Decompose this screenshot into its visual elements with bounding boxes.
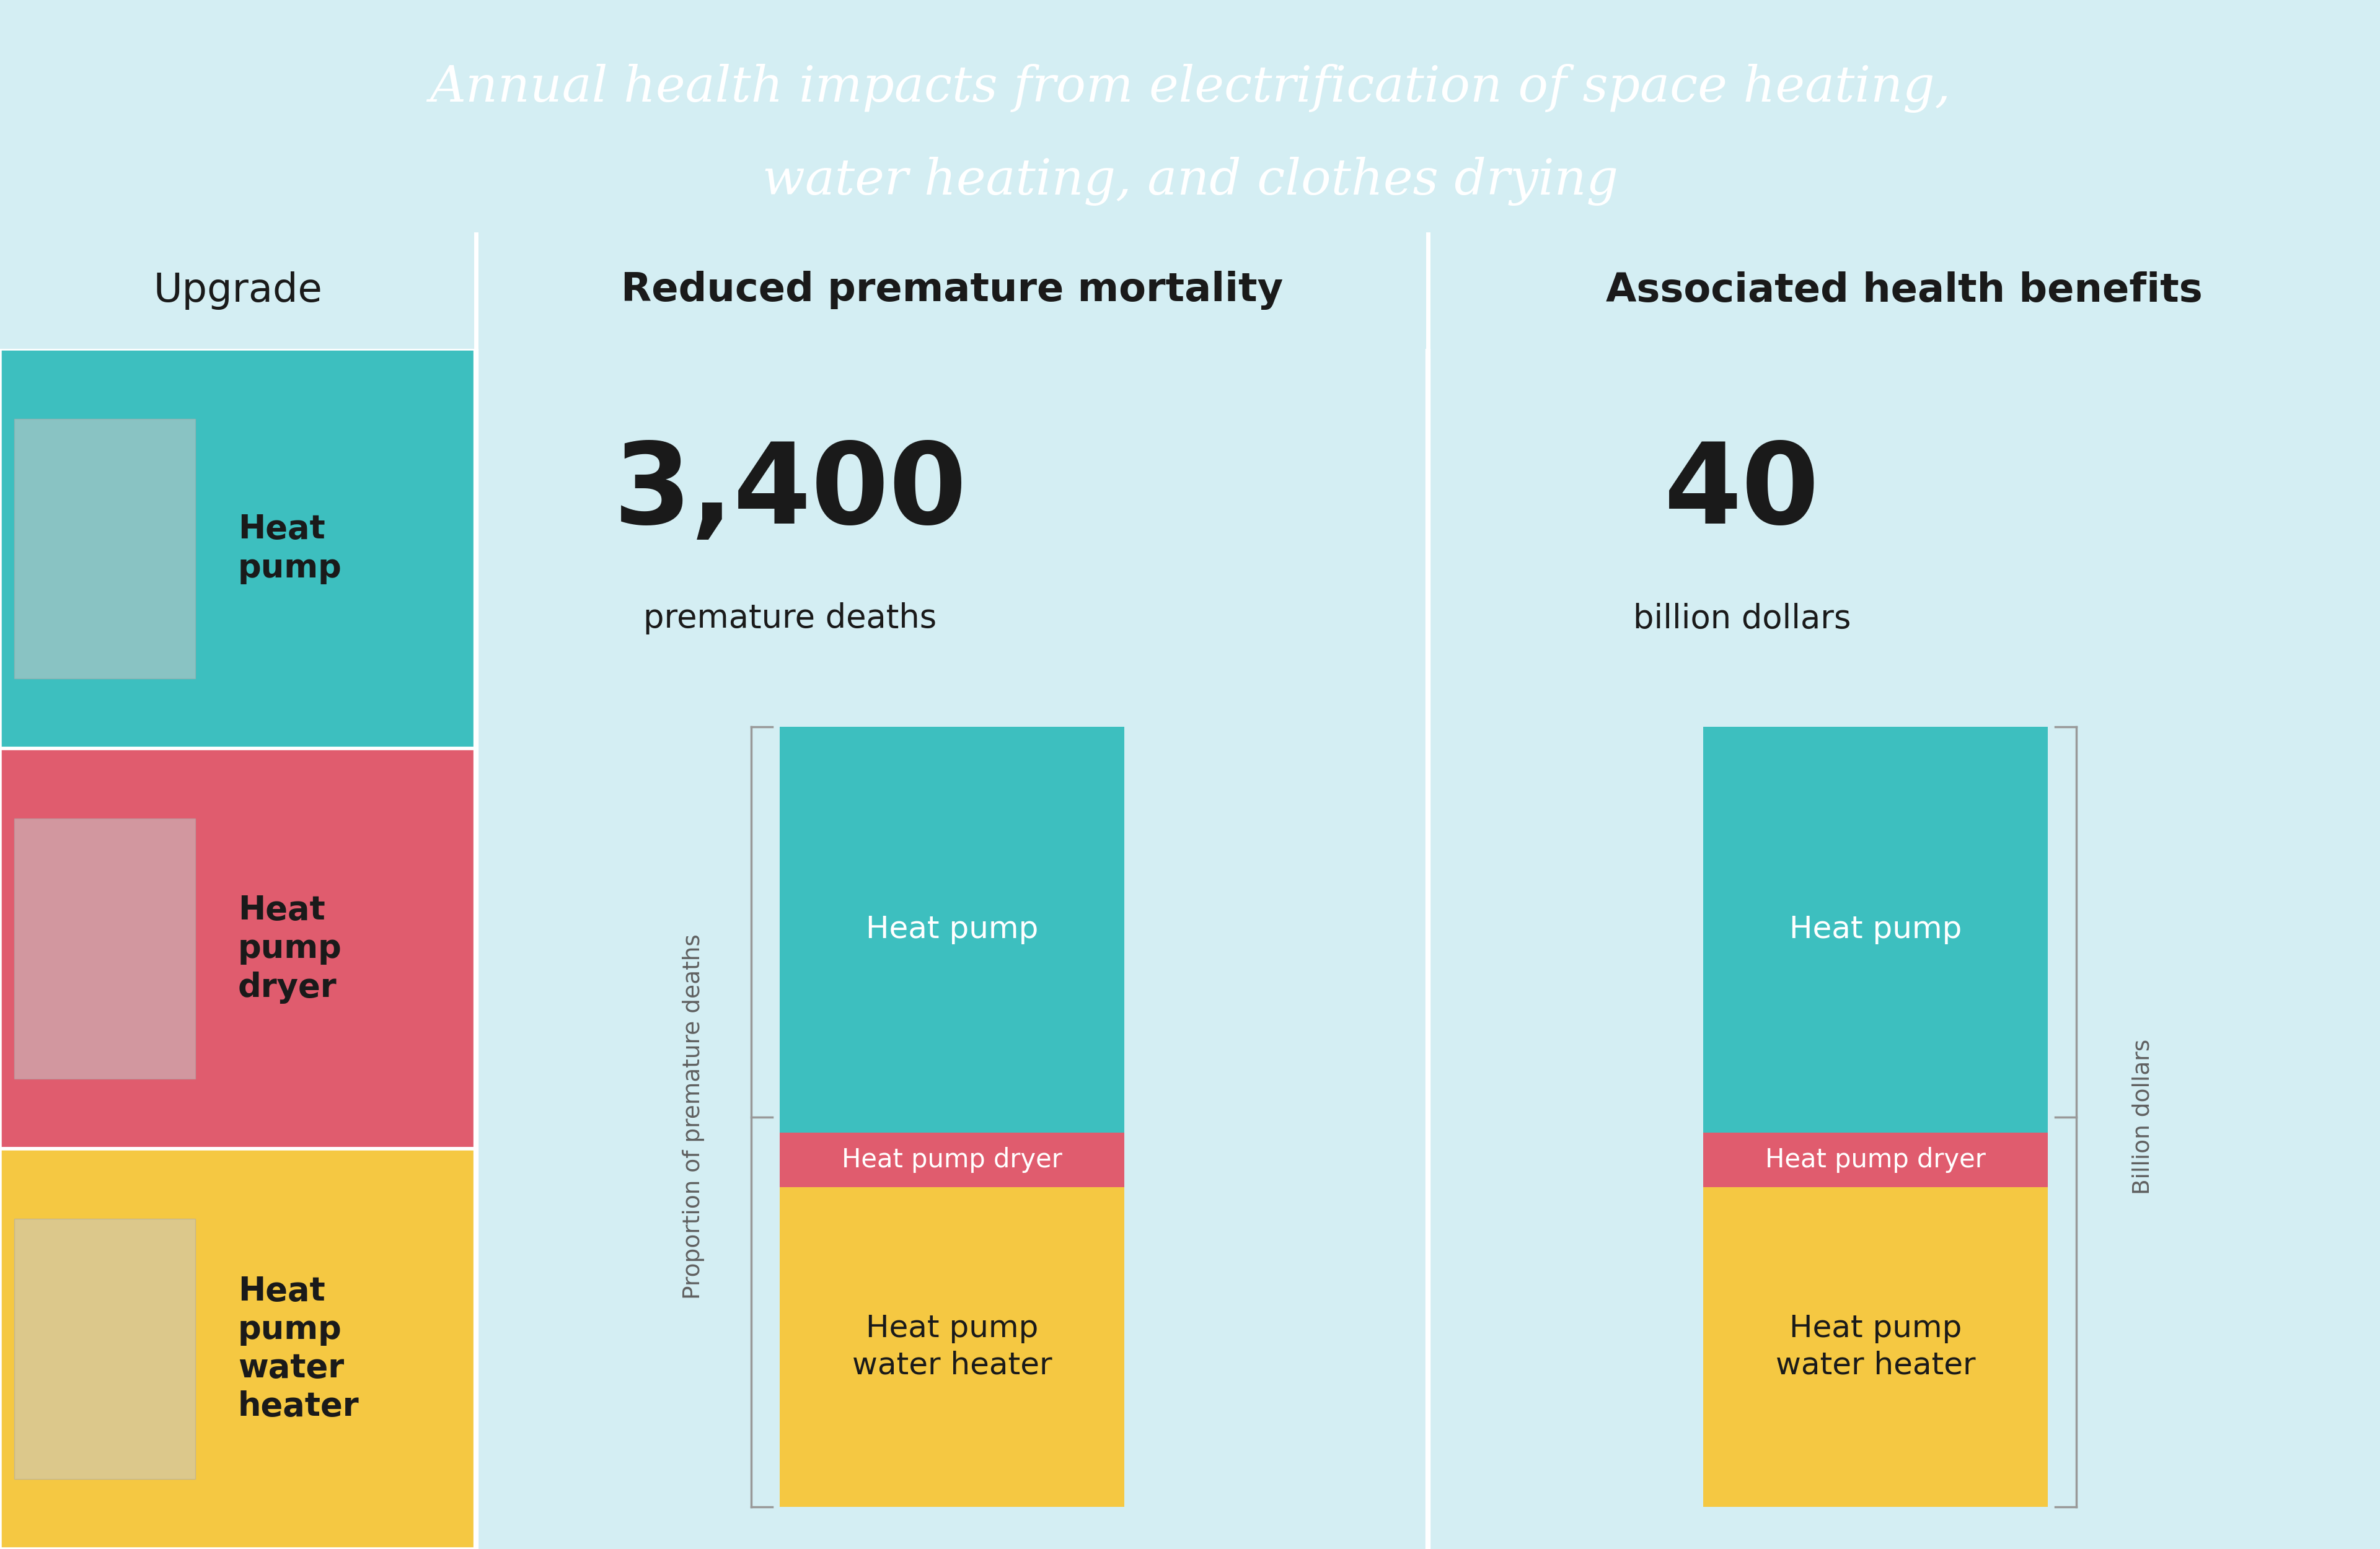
Text: Annual health impacts from electrification of space heating,: Annual health impacts from electrificati… <box>428 64 1952 113</box>
Bar <box>1704 726 2047 1132</box>
Text: 40: 40 <box>1664 438 1821 547</box>
Text: Heat pump
water heater: Heat pump water heater <box>852 1314 1052 1380</box>
Text: 3,400: 3,400 <box>614 438 966 547</box>
Bar <box>1704 1187 2047 1507</box>
Text: Associated health benefits: Associated health benefits <box>1606 271 2202 310</box>
Text: Heat
pump
water
heater: Heat pump water heater <box>238 1275 359 1424</box>
Text: Heat pump: Heat pump <box>866 914 1038 945</box>
Text: billion dollars: billion dollars <box>1633 603 1852 635</box>
Bar <box>0 1149 476 1549</box>
Bar <box>1704 1132 2047 1187</box>
Text: Heat
pump: Heat pump <box>238 513 343 584</box>
Text: Heat pump dryer: Heat pump dryer <box>843 1146 1061 1173</box>
Bar <box>14 1219 195 1479</box>
Text: Proportion of premature deaths: Proportion of premature deaths <box>683 934 704 1300</box>
Bar <box>14 418 195 678</box>
Text: Heat pump
water heater: Heat pump water heater <box>1775 1314 1975 1380</box>
Bar <box>0 349 476 748</box>
Text: Reduced premature mortality: Reduced premature mortality <box>621 271 1283 310</box>
Text: premature deaths: premature deaths <box>643 603 938 635</box>
Bar <box>14 819 195 1078</box>
Bar <box>781 1132 1126 1187</box>
Text: Heat
pump
dryer: Heat pump dryer <box>238 894 343 1004</box>
Bar <box>781 726 1126 1132</box>
Text: Heat pump: Heat pump <box>1790 914 1961 945</box>
Bar <box>781 1187 1126 1507</box>
Text: Upgrade: Upgrade <box>152 271 324 310</box>
Bar <box>0 748 476 1149</box>
Text: Heat pump dryer: Heat pump dryer <box>1766 1146 1985 1173</box>
Text: water heating, and clothes drying: water heating, and clothes drying <box>762 156 1618 206</box>
Text: Billion dollars: Billion dollars <box>2132 1039 2154 1194</box>
